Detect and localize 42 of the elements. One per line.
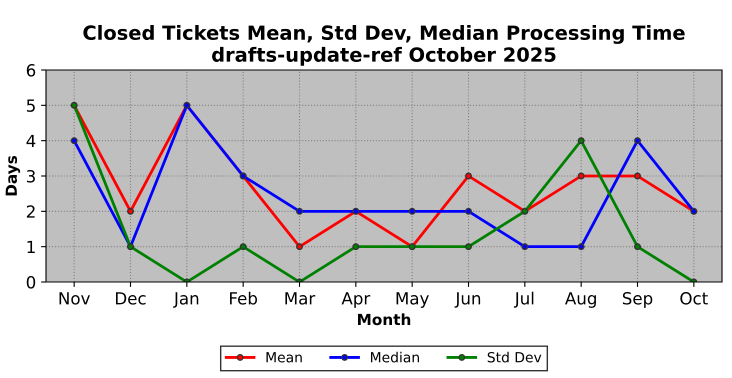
point xyxy=(578,137,585,144)
legend-label: Std Dev xyxy=(488,352,542,362)
point xyxy=(521,243,528,250)
x-axis-title: Month xyxy=(358,313,410,326)
legend-label: Mean xyxy=(266,352,302,362)
x-tick-label: Dec xyxy=(116,292,146,305)
y-axis-title: Days xyxy=(6,156,20,196)
x-tick-label: Aug xyxy=(565,292,596,308)
x-tick-label: Jan xyxy=(173,292,198,308)
x-tick-label: Sep xyxy=(622,292,652,308)
x-tick-label: Apr xyxy=(342,292,370,308)
point xyxy=(408,208,416,215)
point xyxy=(578,243,585,250)
y-tick-label: 1 xyxy=(28,240,35,253)
x-tick-label: Mar xyxy=(285,292,316,305)
y-tick-label: 6 xyxy=(26,64,36,77)
y-tick-label: 3 xyxy=(26,170,35,183)
x-tick-label: Feb xyxy=(230,292,258,305)
y-tick-label: 5 xyxy=(26,100,35,112)
x-tick-label: Jun xyxy=(454,292,480,308)
chart-title: Closed Tickets Mean, Std Dev, Median Processing Time drafts-update-ref October 2025 xyxy=(83,24,685,66)
x-tick-label: May xyxy=(396,292,429,308)
point xyxy=(465,208,472,215)
point xyxy=(296,208,303,215)
point xyxy=(240,243,247,250)
x-tick-label: Oct xyxy=(680,292,708,305)
point xyxy=(70,137,78,144)
point xyxy=(578,172,585,180)
point xyxy=(352,243,360,250)
x-tick-label: Jul xyxy=(514,292,534,308)
point xyxy=(465,172,472,180)
y-tick-label: 2 xyxy=(26,205,35,218)
point xyxy=(127,208,134,215)
point xyxy=(634,172,641,180)
y-tick-label: 4 xyxy=(26,134,36,147)
legend-label: Median xyxy=(370,352,419,362)
y-tick-label: 0 xyxy=(26,276,36,289)
point xyxy=(634,137,641,144)
point xyxy=(634,243,641,250)
point xyxy=(465,243,472,250)
x-tick-label: Nov xyxy=(60,292,90,305)
point xyxy=(296,243,303,250)
